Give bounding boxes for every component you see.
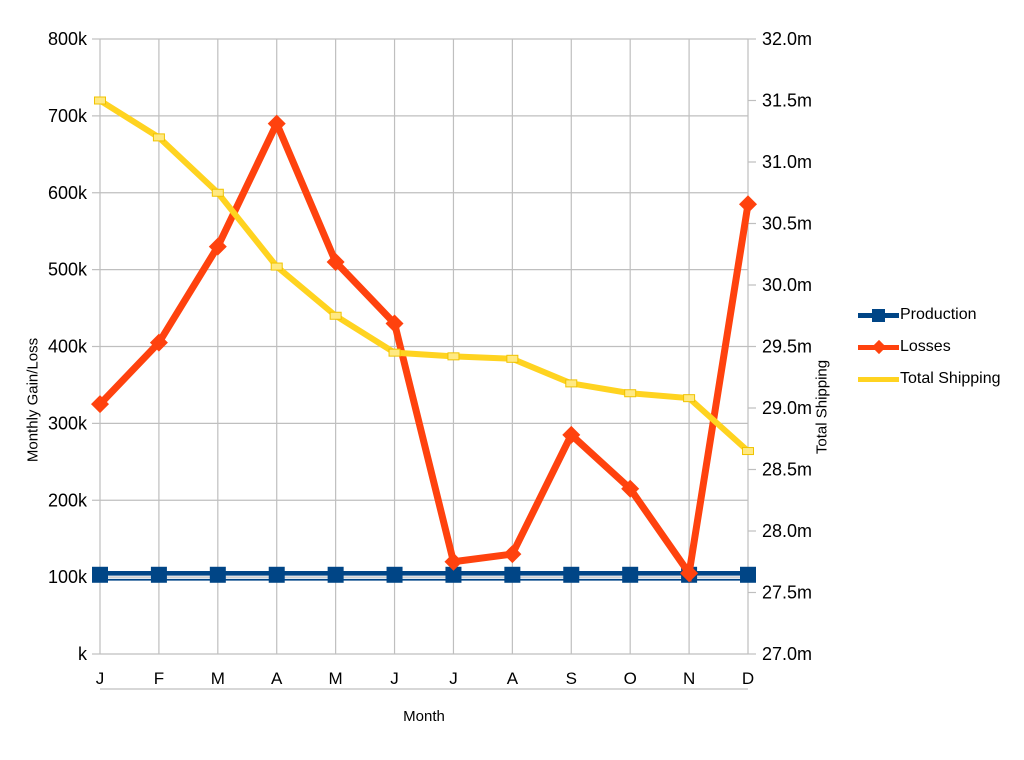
svg-text:S: S <box>566 669 577 688</box>
svg-text:31.5m: 31.5m <box>762 91 812 111</box>
svg-text:29.0m: 29.0m <box>762 398 812 418</box>
svg-text:28.5m: 28.5m <box>762 460 812 480</box>
svg-text:800k: 800k <box>48 29 88 49</box>
production-square-marker-icon <box>872 308 885 322</box>
svg-text:J: J <box>449 669 458 688</box>
legend-label-production: Production <box>900 306 977 323</box>
legend-item-total-shipping: Total Shipping <box>858 363 1001 395</box>
legend: Production Losses Total Shipping <box>858 299 1001 395</box>
svg-text:A: A <box>271 669 283 688</box>
legend-item-losses: Losses <box>858 331 1001 363</box>
svg-text:M: M <box>329 669 343 688</box>
svg-text:A: A <box>507 669 519 688</box>
svg-text:31.0m: 31.0m <box>762 152 812 172</box>
svg-text:300k: 300k <box>48 413 88 433</box>
series-losses <box>91 114 757 583</box>
left-axis-tick-labels: 800k 700k 600k 500k 400k 300k 200k 100k k <box>48 29 88 664</box>
series-total-shipping <box>94 96 754 456</box>
legend-item-production: Production <box>858 299 1001 331</box>
legend-label-losses: Losses <box>900 338 951 355</box>
series-production <box>92 566 756 583</box>
total-shipping-legend-marker <box>858 370 899 388</box>
svg-text:J: J <box>96 669 105 688</box>
right-axis-tick-labels: 32.0m 31.5m 31.0m 30.5m 30.0m 29.5m 29.0m 28.5m… <box>762 29 812 664</box>
losses-diamond-marker-icon <box>871 339 886 355</box>
svg-text:O: O <box>624 669 637 688</box>
svg-text:N: N <box>683 669 695 688</box>
left-axis-title: Monthly Gain/Loss <box>24 337 42 463</box>
svg-text:32.0m: 32.0m <box>762 29 812 49</box>
x-axis-title: Month <box>403 708 445 725</box>
svg-text:500k: 500k <box>48 260 88 280</box>
svg-text:30.5m: 30.5m <box>762 214 812 234</box>
total-shipping-legend-line <box>858 376 899 382</box>
svg-text:200k: 200k <box>48 490 88 510</box>
svg-text:100k: 100k <box>48 567 88 587</box>
svg-text:27.0m: 27.0m <box>762 644 812 664</box>
svg-text:k: k <box>78 644 88 664</box>
right-axis-title: Total Shipping <box>813 359 831 455</box>
svg-text:600k: 600k <box>48 183 88 203</box>
svg-text:29.5m: 29.5m <box>762 337 812 357</box>
svg-text:28.0m: 28.0m <box>762 521 812 541</box>
svg-text:700k: 700k <box>48 106 88 126</box>
svg-text:400k: 400k <box>48 337 88 357</box>
svg-text:M: M <box>211 669 225 688</box>
legend-label-total-shipping: Total Shipping <box>900 370 1001 387</box>
svg-text:D: D <box>742 669 754 688</box>
svg-text:J: J <box>390 669 399 688</box>
svg-text:27.5m: 27.5m <box>762 583 812 603</box>
svg-text:F: F <box>154 669 164 688</box>
production-legend-marker <box>858 306 899 324</box>
gridlines <box>92 38 756 690</box>
svg-text:30.0m: 30.0m <box>762 275 812 295</box>
losses-legend-marker <box>858 338 899 356</box>
